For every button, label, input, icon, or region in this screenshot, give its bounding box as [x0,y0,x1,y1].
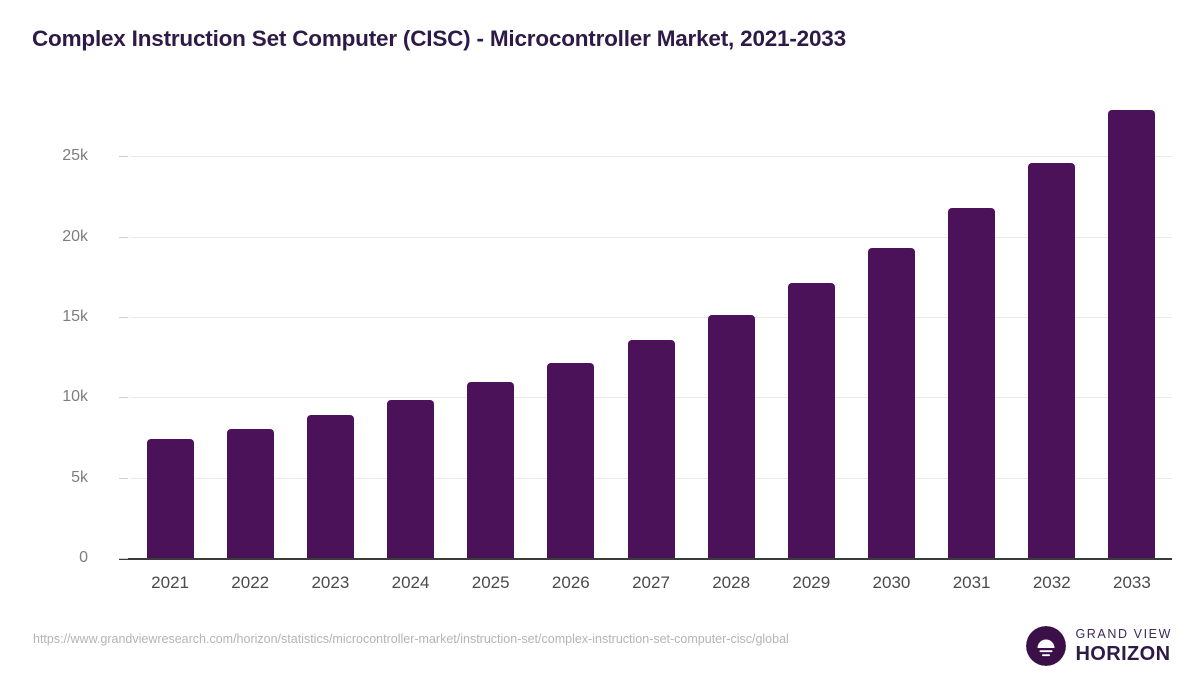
bar-2025[interactable] [467,382,515,558]
y-tick-mark [119,316,128,318]
y-tick-label: 20k [62,227,88,245]
y-tick-mark [119,558,128,559]
horizon-sun-icon [1026,626,1067,666]
x-tick-label-2022: 2022 [231,573,270,592]
y-tick-mark [119,156,128,158]
bar-2024[interactable] [387,399,435,558]
x-tick-label-2023: 2023 [311,573,350,592]
bar-2030[interactable] [867,247,915,558]
gridline [130,236,1172,238]
x-tick-label-2030: 2030 [872,573,911,592]
x-tick-label-2028: 2028 [712,573,751,592]
bar-2028[interactable] [707,314,755,558]
y-tick-label: 5k [71,468,88,486]
y-axis-title-container: Market Size (US$M) [0,100,1,101]
bar-2027[interactable] [627,340,675,558]
y-tick-mark [119,477,128,479]
brand-logo: GRAND VIEW HORIZON [1026,626,1172,666]
bar-2029[interactable] [787,283,835,558]
x-tick-label-2021: 2021 [151,573,189,592]
x-axis-baseline [119,558,1172,560]
gridline [130,156,1172,158]
x-tick-label-2027: 2027 [632,573,670,592]
y-tick-mark [119,397,128,399]
bar-2022[interactable] [226,429,274,558]
bar-2031[interactable] [948,208,996,558]
x-tick-label-2033: 2033 [1113,573,1151,592]
y-tick-label: 10k [62,388,88,406]
x-tick-label-2029: 2029 [792,573,831,592]
x-tick-label-2025: 2025 [471,573,510,592]
y-tick-label: 15k [62,307,88,325]
chart-title: Complex Instruction Set Computer (CISC) … [32,26,846,51]
gridline [130,316,1172,318]
source-url[interactable]: https://www.grandviewresearch.com/horizo… [33,632,789,646]
logo-line-1: GRAND VIEW [1075,627,1172,642]
bar-2033[interactable] [1108,109,1156,558]
logo-line-2: HORIZON [1075,642,1171,665]
x-tick-label-2032: 2032 [1032,573,1071,592]
x-tick-label-2031: 2031 [952,573,991,592]
x-tick-label-2026: 2026 [551,573,590,592]
bar-2032[interactable] [1028,162,1076,558]
logo-wordmark: GRAND VIEW HORIZON [1075,628,1172,664]
x-tick-label-2024: 2024 [391,573,430,592]
y-tick-mark [119,236,128,238]
bar-2023[interactable] [306,414,354,558]
bar-2026[interactable] [547,362,595,558]
y-tick-label: 25k [62,147,88,165]
plot-area: 0 5k 10k 15k 20k 25k 2021 2022 2023 2024 2025 2026 2… [62,100,1172,591]
bar-2021[interactable] [146,439,194,558]
y-tick-label: 0 [79,549,88,566]
